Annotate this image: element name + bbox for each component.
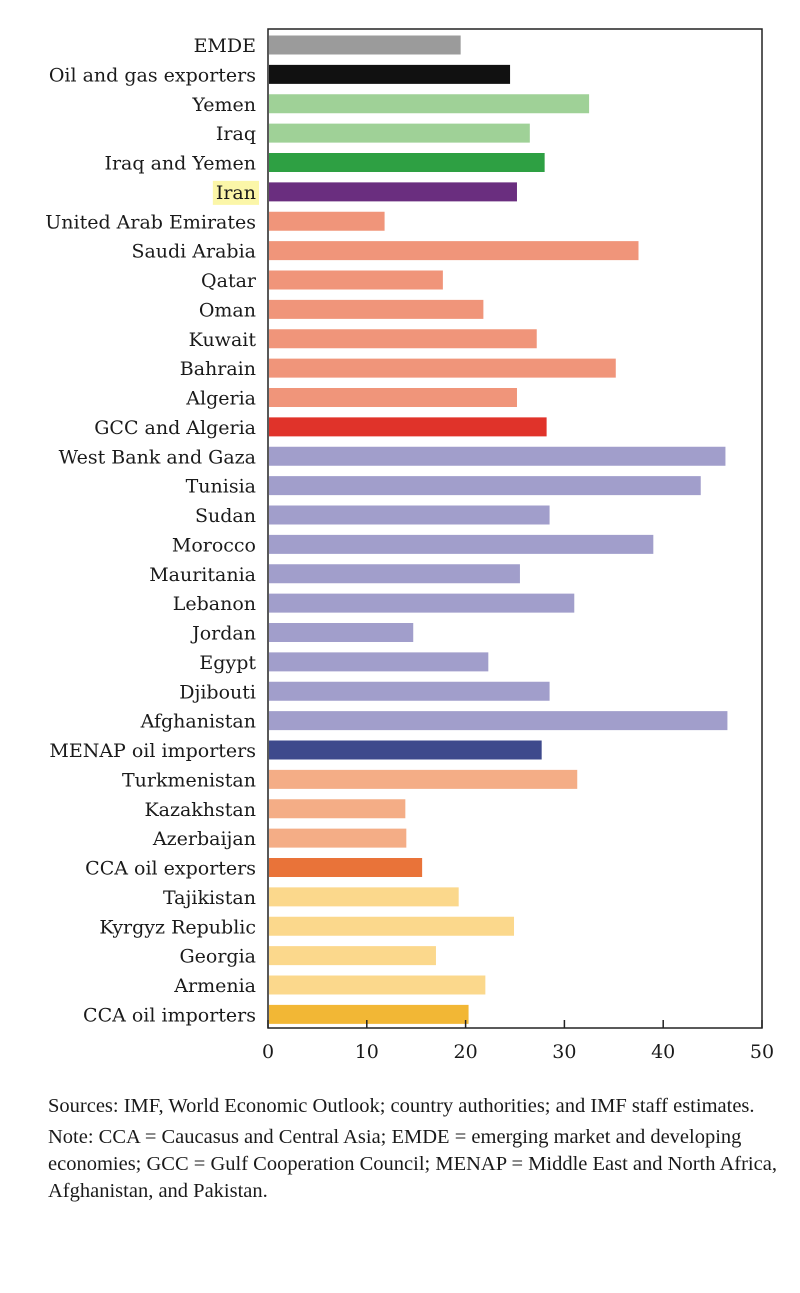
bar-emde [269,35,461,55]
category-label-oil-and-gas-exporters: Oil and gas exporters [49,64,256,86]
category-label-tajikistan: Tajikistan [163,887,256,909]
bar-kazakhstan [269,799,406,819]
category-label-mauritania: Mauritania [149,564,256,586]
chart-notes: Sources: IMF, World Economic Outlook; co… [48,1093,778,1209]
plot-frame [267,28,763,1029]
bar-tunisia [269,476,701,496]
sources-text: Sources: IMF, World Economic Outlook; co… [48,1095,755,1117]
category-label-turkmenistan: Turkmenistan [122,769,256,791]
bar-gcc-and-algeria [269,417,547,437]
category-label-jordan: Jordan [190,623,256,645]
category-label-cca-oil-exporters: CCA oil exporters [85,858,256,880]
bar-turkmenistan [269,769,578,789]
category-label-saudi-arabia: Saudi Arabia [131,241,256,263]
category-label-morocco: Morocco [172,534,256,556]
bar-west-bank-and-gaza [269,446,726,466]
category-labels: EMDE Oil and gas exporters Yemen Iraq Iraq a… [45,35,259,1026]
x-tick-label: 0 [262,1041,274,1063]
category-label-egypt: Egypt [199,652,256,674]
bar-djibouti [269,681,550,701]
category-label-sudan: Sudan [195,505,256,527]
x-tick-label: 50 [750,1041,774,1063]
category-label-georgia: Georgia [179,946,256,968]
category-label-azerbaijan: Azerbaijan [152,828,256,850]
category-label-kyrgyz-republic: Kyrgyz Republic [99,916,256,938]
category-label-kazakhstan: Kazakhstan [144,799,256,821]
bar-chart: EMDE Oil and gas exporters Yemen Iraq Iraq a… [45,28,774,1063]
bar-morocco [269,534,654,554]
category-label-united-arab-emirates: United Arab Emirates [45,211,256,233]
x-tick-label: 10 [355,1041,379,1063]
bar-algeria [269,388,517,407]
bar-mauritania [269,564,520,584]
bar-lebanon [269,593,575,613]
bar-iraq-and-yemen [269,153,545,172]
category-label-bahrain: Bahrain [180,358,256,380]
bar-cca-oil-importers [269,1004,469,1024]
category-label-cca-oil-importers: CCA oil importers [83,1004,256,1026]
bar-oman [269,299,484,319]
category-label-oman: Oman [199,299,256,321]
bar-iran [269,182,517,202]
x-tick-label: 20 [454,1041,478,1063]
note-text: Note: CCA = Caucasus and Central Asia; E… [48,1126,777,1202]
x-tick-label: 40 [651,1041,675,1063]
bar-egypt [269,652,489,672]
bar-kyrgyz-republic [269,916,515,936]
bar-armenia [269,975,486,995]
label-highlight [212,180,259,205]
bar-georgia [269,946,436,966]
bar-jordan [269,623,414,642]
bars [269,35,728,1024]
category-label-afghanistan: Afghanistan [140,711,256,733]
category-label-qatar: Qatar [201,270,257,292]
category-label-kuwait: Kuwait [189,329,257,351]
category-label-emde: EMDE [194,35,256,57]
bar-tajikistan [269,887,459,907]
category-label-west-bank-and-gaza: West Bank and Gaza [59,446,256,468]
bar-oil-and-gas-exporters [269,64,511,84]
bar-menap-oil-importers [269,740,542,760]
bar-sudan [269,505,550,525]
x-tick-label: 30 [552,1041,576,1063]
category-label-djibouti: Djibouti [179,681,256,703]
category-label-lebanon: Lebanon [173,593,256,615]
category-label-iraq-and-yemen: Iraq and Yemen [104,153,256,175]
x-axis: 0 10 20 30 40 50 [262,1020,774,1063]
category-label-armenia: Armenia [173,975,256,997]
category-label-tunisia: Tunisia [186,476,256,498]
category-label-menap-oil-importers: MENAP oil importers [49,740,256,762]
bar-qatar [269,270,443,290]
category-label-iran: Iran [216,182,256,204]
category-label-gcc-and-algeria: GCC and Algeria [94,417,256,439]
bar-united-arab-emirates [269,211,385,231]
category-label-iraq: Iraq [216,123,256,145]
bar-azerbaijan [269,828,407,848]
bar-iraq [269,123,530,143]
bar-kuwait [269,329,537,349]
bar-bahrain [269,358,616,378]
bar-afghanistan [269,711,728,731]
bar-yemen [269,94,590,114]
category-label-yemen: Yemen [191,94,256,116]
bar-cca-oil-exporters [269,858,423,877]
category-label-algeria: Algeria [185,388,256,410]
bar-saudi-arabia [269,241,639,261]
